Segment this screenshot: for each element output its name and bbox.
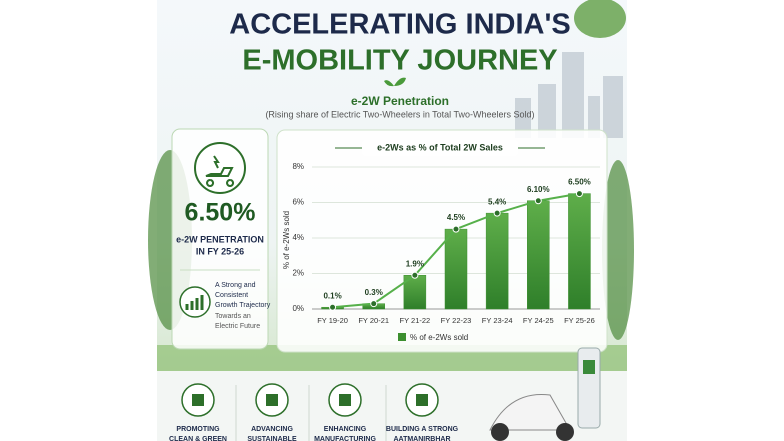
growth-icon	[179, 286, 211, 318]
headline-stat: 6.50%	[185, 199, 256, 227]
chart-card	[276, 129, 608, 353]
y-tick-label: 6%	[292, 198, 304, 207]
bar	[485, 212, 509, 310]
value-label: 6.10%	[527, 185, 550, 194]
x-tick-label: FY 21-22	[399, 316, 430, 325]
note: A Strong and	[215, 282, 256, 289]
note: Growth Trajectory	[215, 302, 271, 309]
title-badge	[362, 140, 518, 156]
footer-glyph	[266, 394, 278, 406]
bar	[568, 193, 591, 310]
x-tick-label: FY 24-25	[523, 316, 554, 325]
caption: IN FY 25-26	[196, 246, 244, 256]
footer-glyph	[192, 394, 204, 406]
footer: PROMOTING CLEAN & GREEN ADVANCING SUSTAINAB…	[169, 383, 459, 441]
scooter-glyph	[205, 155, 235, 187]
legend-swatch	[398, 333, 406, 341]
y-axis-label: % of e-2Ws sold	[282, 211, 291, 269]
trend-marker	[493, 209, 501, 217]
trend-marker	[329, 303, 337, 311]
trend-marker	[575, 190, 583, 198]
y-tick-label: 4%	[292, 233, 304, 242]
bar	[444, 228, 468, 310]
bar	[527, 200, 550, 310]
caption: e-2W PENETRATION	[176, 234, 264, 244]
footer-label: ADVANCING	[251, 426, 293, 433]
value-label: 1.9%	[406, 259, 424, 268]
y-tick-label: 0%	[292, 304, 304, 313]
title-line1: ACCELERATING INDIA'S	[229, 9, 570, 41]
description: (Rising share of Electric Two-Wheelers i…	[265, 109, 534, 119]
title-line2: E-MOBILITY JOURNEY	[242, 45, 557, 77]
note: Electric Future	[215, 323, 260, 330]
trend-marker	[452, 225, 460, 233]
x-tick-label: FY 19-20	[317, 316, 348, 325]
footer-label: ENHANCING	[324, 426, 367, 433]
x-tick-label: FY 23-24	[482, 316, 513, 325]
y-tick-label: 2%	[292, 269, 304, 278]
x-tick-label: FY 25-26	[564, 316, 595, 325]
leaf-icon	[384, 77, 406, 87]
y-tick-label: 8%	[292, 162, 304, 171]
x-tick-label: FY 20-21	[358, 316, 389, 325]
footer-label: AATMANIRBHAR	[393, 436, 450, 441]
footer-label: MANUFACTURING	[314, 436, 376, 441]
value-label: 0.1%	[323, 291, 341, 300]
note: Consistent	[215, 292, 248, 299]
trend-marker	[411, 271, 419, 279]
footer-label: BUILDING A STRONG	[386, 426, 459, 433]
growth-glyph	[185, 295, 204, 310]
note: Towards an	[215, 313, 251, 320]
footer-glyph	[339, 394, 351, 406]
footer-label: CLEAN & GREEN	[169, 436, 227, 441]
subtitle: e-2W Penetration	[351, 94, 449, 108]
footer-glyph	[416, 394, 428, 406]
skyline	[515, 52, 623, 138]
scooter-illustration	[489, 347, 601, 441]
trend-marker	[534, 197, 542, 205]
chart-title: e-2Ws as % of Total 2W Sales	[377, 142, 503, 152]
x-tick-label: FY 22-23	[441, 316, 472, 325]
scooter-icon	[194, 142, 246, 194]
value-label: 0.3%	[365, 288, 383, 297]
footer-label: PROMOTING	[176, 426, 220, 433]
value-label: 6.50%	[568, 178, 591, 187]
legend-label: % of e-2Ws sold	[410, 333, 468, 342]
trend-marker	[370, 300, 378, 308]
plot: 0% 2% 4% 6% 8% FY 19-20 FY 20-21 FY 21-22 FY 22-…	[292, 162, 600, 342]
value-label: 4.5%	[447, 213, 465, 222]
footer-label: SUSTAINABLE	[247, 436, 297, 441]
value-label: 5.4%	[488, 197, 506, 206]
